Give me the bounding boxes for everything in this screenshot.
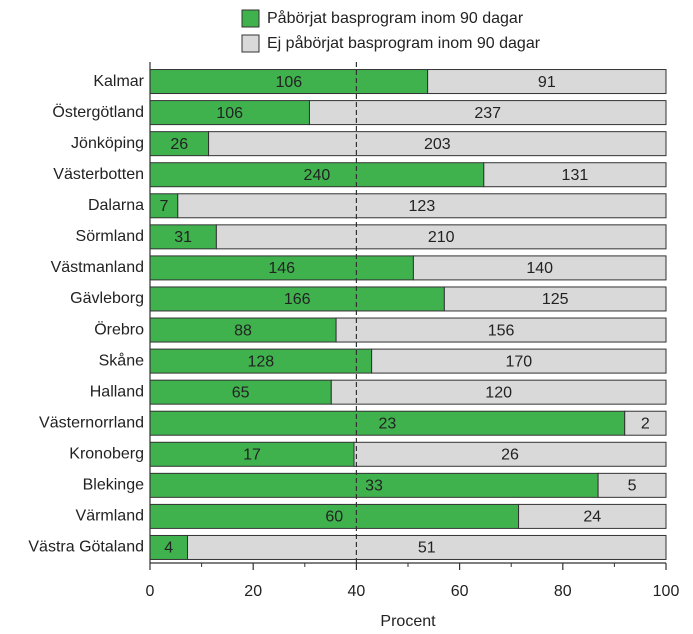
y-tick-label: Värmland [76,508,144,525]
bar-segment [215,224,667,250]
y-tick-label: Kalmar [93,73,144,90]
bar-segment [149,348,373,374]
bar-segment [187,534,667,560]
bar-segment [483,162,667,188]
data-label: 91 [538,74,556,91]
bar-segment [149,503,520,529]
x-tick-label: 60 [451,583,469,600]
bar-segment [149,410,626,436]
y-tick-label: Sörmland [76,228,144,245]
bar-segment [353,441,667,467]
bar-segment [177,193,667,219]
bar-segment [597,472,667,498]
bar-segment [427,69,667,95]
data-label: 5 [628,478,637,495]
x-axis-label: Procent [380,613,436,630]
bar-segment [371,348,667,374]
y-tick-label: Östergötland [52,103,144,121]
data-label: 33 [365,478,383,495]
bar-segment [149,255,414,281]
y-tick-label: Örebro [94,320,144,338]
data-label: 125 [542,291,569,308]
data-label: 140 [526,260,553,277]
y-tick-label: Västerbotten [53,166,144,183]
legend-swatch [241,9,260,28]
legend-label: Påbörjat basprogram inom 90 dagar [267,9,524,27]
bar-segment [624,410,667,436]
bar-segment [518,503,667,529]
bar-segment [149,441,355,467]
bar-segment [149,131,210,157]
bar-segment [335,317,667,343]
data-label: 203 [424,136,451,153]
data-label: 51 [418,540,436,557]
x-tick-label: 40 [348,583,366,600]
data-label: 123 [409,198,436,215]
y-tick-label: Kronoberg [69,446,144,463]
data-label: 106 [275,74,302,91]
legend-swatch [241,34,260,53]
data-label: 166 [284,291,311,308]
data-label: 31 [174,229,192,246]
bar-segment [149,534,189,560]
legend-label: Ej påbörjat basprogram inom 90 dagar [267,34,541,52]
bar-segment [149,472,599,498]
data-label: 60 [325,509,343,526]
data-label: 106 [216,105,243,122]
data-label: 131 [562,167,589,184]
data-label: 240 [304,167,331,184]
y-tick-label: Gävleborg [70,290,144,307]
bar-segment [149,69,429,95]
x-tick-label: 80 [554,583,572,600]
bar-segment [330,379,667,405]
bar-segment [308,100,667,126]
x-tick-label: 20 [244,583,262,600]
data-label: 65 [232,384,250,401]
data-label: 24 [583,509,601,526]
data-label: 146 [268,260,295,277]
data-label: 23 [378,415,396,432]
y-tick-label: Blekinge [83,477,144,494]
y-tick-label: Västernorrland [39,414,144,431]
data-label: 210 [428,229,455,246]
data-label: 88 [234,322,252,339]
y-tick-label: Skåne [99,351,144,369]
bar-segment [208,131,667,157]
data-label: 120 [485,384,512,401]
bar-segment [149,162,485,188]
bar-segment [149,100,310,126]
bar-segment [149,379,332,405]
x-tick-label: 100 [653,583,680,600]
y-tick-label: Västra Götaland [28,539,144,556]
y-tick-label: Västmanland [51,259,144,276]
data-label: 156 [488,322,515,339]
data-label: 7 [159,198,168,215]
data-label: 2 [641,415,650,432]
data-label: 26 [170,136,188,153]
bar-segment [443,286,667,312]
y-tick-label: Halland [90,383,144,400]
x-tick-label: 0 [146,583,155,600]
data-label: 26 [501,447,519,464]
bar-segment [412,255,667,281]
data-label: 4 [164,540,173,557]
y-tick-label: Jönköping [71,135,144,152]
data-label: 237 [474,105,501,122]
data-label: 170 [505,353,532,370]
data-label: 17 [243,447,261,464]
y-tick-label: Dalarna [88,197,144,214]
data-label: 128 [247,353,274,370]
